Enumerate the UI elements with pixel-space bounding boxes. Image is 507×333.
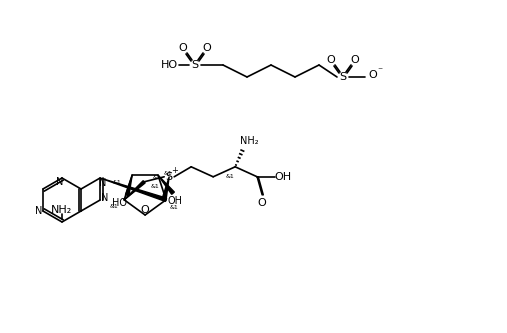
Text: &1: &1 <box>170 205 178 210</box>
Text: O: O <box>369 70 377 80</box>
Polygon shape <box>158 175 174 194</box>
Text: &1: &1 <box>110 204 119 209</box>
Text: &1: &1 <box>113 180 122 185</box>
Text: HO: HO <box>112 198 127 208</box>
Text: N: N <box>56 177 64 187</box>
Text: O: O <box>258 198 267 208</box>
Text: O: O <box>203 43 211 53</box>
Text: &1: &1 <box>226 174 235 179</box>
Text: O: O <box>141 205 150 215</box>
Text: NH₂: NH₂ <box>240 136 259 146</box>
Text: ⁻: ⁻ <box>377 66 383 76</box>
Polygon shape <box>125 175 132 195</box>
Text: NH₂: NH₂ <box>51 205 73 215</box>
Text: &1: &1 <box>151 184 160 189</box>
Text: &1: &1 <box>164 171 172 176</box>
Text: HO: HO <box>160 60 177 70</box>
Text: OH: OH <box>275 172 292 182</box>
Text: O: O <box>351 55 359 65</box>
Text: O: O <box>327 55 335 65</box>
Text: +: + <box>171 166 177 175</box>
Polygon shape <box>100 178 167 201</box>
Text: S: S <box>192 60 199 70</box>
Text: N: N <box>35 206 43 216</box>
Text: N: N <box>99 178 107 188</box>
Text: S: S <box>166 172 173 182</box>
Text: N: N <box>101 193 109 203</box>
Text: OH: OH <box>167 196 183 206</box>
Text: &1: &1 <box>153 175 162 180</box>
Polygon shape <box>124 181 145 200</box>
Text: S: S <box>340 72 347 82</box>
Text: O: O <box>178 43 188 53</box>
Polygon shape <box>162 177 169 199</box>
